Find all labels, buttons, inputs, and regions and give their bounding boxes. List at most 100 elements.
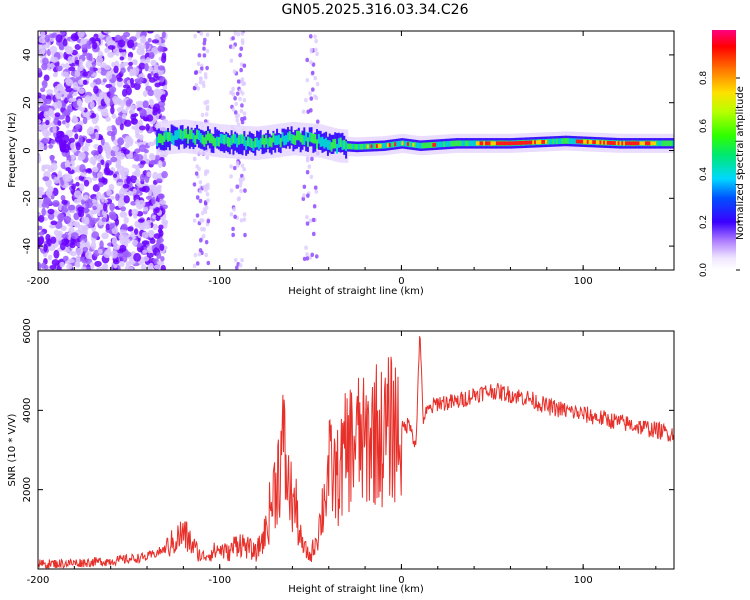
spectrogram-cell	[204, 75, 208, 80]
spectrogram-cell	[246, 136, 249, 147]
spectrogram-cell	[305, 57, 309, 63]
spectrogram-cell	[153, 103, 160, 112]
spectrogram-cell	[395, 141, 398, 147]
spectrogram-cell	[82, 246, 89, 253]
spectrogram-cell	[465, 140, 468, 147]
spectrogram-cell	[193, 33, 197, 39]
spectrogram-cell	[483, 141, 486, 146]
spectrogram-cell	[197, 130, 200, 141]
spectrogram-cell	[240, 163, 245, 168]
spectrogram-cell	[401, 141, 404, 146]
spectrogram-cell	[135, 100, 144, 106]
spectrogram-cell	[519, 141, 522, 145]
spectrogram-cell	[242, 167, 247, 172]
spectrogram-cell	[138, 62, 146, 70]
spectrogram-cell	[196, 86, 201, 91]
spectrogram-cell	[672, 140, 674, 147]
spectrogram-cell	[666, 140, 669, 147]
spectrogram-cell	[234, 101, 238, 107]
spectrogram-cell	[82, 224, 89, 232]
spectrogram-cell	[312, 204, 317, 209]
spectrogram-cell	[183, 129, 186, 149]
spectrogram-cell	[644, 141, 647, 146]
spectrogram-cell	[414, 142, 417, 148]
spectrogram-cell	[157, 193, 165, 200]
spectrogram-cell	[268, 136, 271, 147]
spectrogram-cell	[156, 136, 159, 147]
spectrogram-cell	[231, 226, 235, 232]
colorbar-gradient	[712, 30, 736, 270]
y-tick-label: -20	[22, 190, 33, 206]
spectrogram-cell	[597, 140, 600, 145]
spectrogram-cell	[103, 250, 112, 259]
spectrogram-cell	[86, 127, 95, 135]
spectrogram-cell	[488, 141, 491, 146]
y-tick-label: 2000	[22, 477, 33, 502]
spectrogram-cell	[198, 198, 203, 204]
spectrogram-cell	[161, 170, 168, 179]
spectrogram-cell	[78, 134, 83, 144]
spectrogram-cell	[265, 134, 268, 145]
spectrogram-cell	[156, 260, 165, 266]
spectrogram-cell	[50, 154, 55, 162]
spectrogram-cell	[646, 141, 649, 146]
spectrogram-cell	[365, 143, 368, 150]
spectrogram-cell	[64, 215, 71, 224]
colorbar-tick-label: 0.6	[699, 119, 709, 134]
spectrogram-cell	[74, 44, 82, 51]
spectrogram-cell	[145, 123, 150, 132]
spectrogram-cell	[135, 178, 140, 187]
spectrogram-cell	[68, 66, 76, 72]
spectrogram-cell	[306, 137, 309, 147]
spectrogram-cell	[149, 238, 156, 244]
spectrogram-cell	[41, 207, 46, 217]
spectrogram-cell	[466, 140, 469, 147]
spectrogram-cell	[316, 139, 319, 149]
spectrogram-cell	[266, 138, 269, 148]
y-tick-label: -40	[22, 238, 33, 254]
spectrogram-cell	[628, 141, 631, 146]
spectrogram-cell	[316, 129, 319, 149]
spectrogram-cell	[204, 252, 208, 258]
spectrogram-cell	[106, 189, 112, 197]
spectrogram-cell	[122, 84, 131, 89]
spectrogram-cell	[91, 61, 97, 68]
spectrogram-cell	[112, 173, 118, 178]
spectrogram-cell	[57, 120, 62, 127]
spectrogram-cell	[430, 142, 433, 148]
spectrogram-cell	[302, 193, 306, 198]
spectrogram-cell	[479, 141, 482, 146]
spectrogram-cell	[231, 45, 236, 50]
spectrogram-cell	[617, 141, 620, 146]
spectrogram-cell	[58, 139, 64, 146]
spectrogram-cell	[310, 132, 313, 143]
spectrogram-cell	[125, 238, 131, 244]
spectrogram-cell	[112, 259, 120, 265]
spectrogram-cell	[65, 87, 73, 93]
spectrogram-cell	[198, 189, 203, 194]
spectrogram-cell	[160, 264, 166, 270]
spectrogram-cell	[107, 45, 116, 50]
spectrogram-cell	[84, 141, 91, 147]
spectrogram-cell	[47, 208, 55, 215]
spectrogram-cell	[310, 156, 314, 162]
spectrogram-cell	[137, 200, 146, 208]
spectrogram-cell	[570, 138, 573, 145]
x-tick-label: 0	[398, 575, 404, 586]
spectrogram-cell	[68, 250, 74, 256]
spectrogram-cell	[199, 133, 202, 143]
spectrogram-cell	[235, 91, 240, 96]
spectrogram-cell	[410, 141, 413, 148]
spectrogram-cell	[512, 141, 515, 146]
spectrogram-cell	[590, 140, 593, 144]
spectrogram-cell	[64, 173, 73, 182]
spectrogram-cell	[142, 109, 147, 116]
spectrogram-cell	[543, 139, 546, 144]
spectrogram-cell	[236, 137, 239, 148]
spectrogram-cell	[121, 88, 128, 97]
spectrogram-cell	[537, 140, 540, 145]
spectrogram-cell	[314, 95, 319, 101]
spectrogram-cell	[195, 213, 200, 218]
spectrogram-cell	[192, 182, 197, 187]
spectrogram-cell	[305, 131, 308, 142]
